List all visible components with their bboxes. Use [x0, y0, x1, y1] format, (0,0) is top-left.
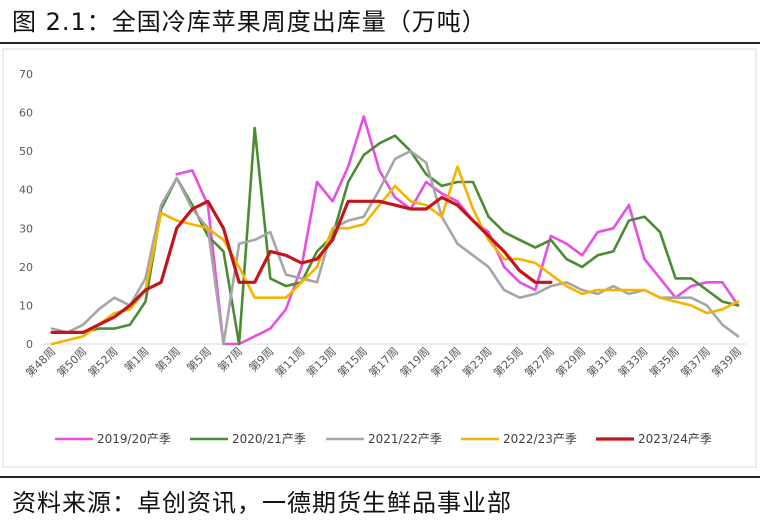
y-tick-label: 10 [19, 299, 33, 312]
x-tick-label: 第52周 [85, 344, 120, 379]
x-tick-label: 第27周 [522, 344, 557, 379]
x-tick-label: 第39周 [709, 344, 744, 379]
x-tick-label: 第21周 [428, 344, 463, 379]
x-tick-label: 第13周 [303, 344, 338, 379]
y-tick-label: 40 [19, 184, 33, 197]
x-tick-label: 第50周 [54, 344, 89, 379]
x-tick-label: 第31周 [584, 344, 619, 379]
legend-label: 2019/20产季 [97, 432, 171, 446]
series-lines [50, 115, 740, 346]
x-tick-label: 第29周 [553, 344, 588, 379]
series-line-4 [50, 165, 740, 346]
x-tick-label: 第25周 [490, 344, 525, 379]
plot-border [2, 48, 757, 468]
y-tick-label: 0 [26, 338, 33, 351]
x-tick-label: 第3周 [152, 344, 182, 374]
x-tick-label: 第1周 [121, 344, 151, 374]
y-tick-label: 60 [19, 107, 33, 120]
x-tick-label: 第15周 [335, 344, 370, 379]
chart-title: 图 2.1：全国冷库苹果周度出库量（万吨） [12, 8, 487, 36]
x-tick-label: 第19周 [397, 344, 432, 379]
y-tick-label: 50 [19, 145, 33, 158]
x-tick-label: 第11周 [272, 344, 307, 379]
series-line-5 [50, 195, 553, 334]
source-divider [0, 476, 760, 478]
x-tick-label: 第23周 [459, 344, 494, 379]
x-tick-label: 第5周 [184, 344, 214, 374]
title-divider [0, 42, 760, 44]
x-tick-label: 第37周 [678, 344, 713, 379]
y-tick-label: 20 [19, 261, 33, 274]
x-tick-label: 第9周 [246, 344, 276, 374]
legend-label: 2020/21产季 [232, 432, 306, 446]
series-line-2 [50, 126, 740, 346]
x-tick-label: 第17周 [366, 344, 401, 379]
legend-label: 2022/23产季 [503, 432, 577, 446]
y-tick-label: 30 [19, 222, 33, 235]
y-axis-ticks: 0 10 20 30 40 50 60 70 [19, 68, 33, 351]
legend: 2019/20产季 2020/21产季 2021/22产季 2022/23产季 2023… [55, 432, 712, 446]
x-tick-label: 第35周 [646, 344, 681, 379]
y-tick-label: 70 [19, 68, 33, 81]
x-tick-label: 第7周 [215, 344, 245, 374]
x-tick-label: 第33周 [615, 344, 650, 379]
source-note: 资料来源：卓创资讯，一德期货生鲜品事业部 [12, 489, 512, 517]
series-line-1 [175, 115, 740, 346]
legend-label: 2023/24产季 [638, 432, 712, 446]
legend-label: 2021/22产季 [368, 432, 442, 446]
